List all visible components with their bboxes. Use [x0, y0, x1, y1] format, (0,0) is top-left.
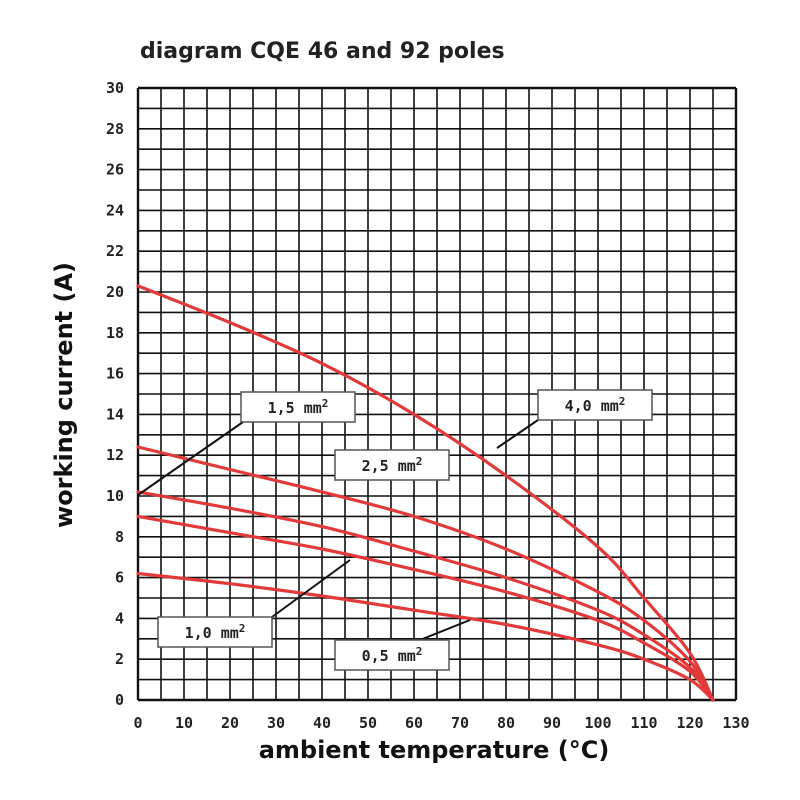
x-tick-label: 130 [722, 714, 749, 732]
label-box-2-5-mm [334, 449, 450, 481]
leader-line-4-0-mm [496, 419, 539, 449]
chart-title: diagram CQE 46 and 92 poles [140, 39, 505, 64]
leader-line-0-5-mm [419, 619, 471, 641]
y-tick-label: 18 [106, 324, 124, 342]
x-tick-label: 90 [543, 714, 561, 732]
y-tick-label: 20 [106, 283, 124, 301]
y-tick-label: 26 [106, 161, 124, 179]
label-box-1-5-mm [240, 391, 356, 423]
series-line-1-0-mm [136, 514, 715, 702]
x-tick-label: 120 [676, 714, 703, 732]
leader-line-1-0-mm [271, 559, 351, 618]
x-tick-labels: 0 10 20 30 40 50 60 70 80 90 100 110 120 130 [133, 714, 749, 732]
x-tick-label: 80 [497, 714, 515, 732]
x-tick-label: 40 [313, 714, 331, 732]
y-tick-label: 2 [115, 650, 124, 668]
x-tick-label: 20 [221, 714, 239, 732]
y-tick-label: 22 [106, 242, 124, 260]
x-tick-label: 60 [405, 714, 423, 732]
series-line-4-0-mm [136, 284, 715, 702]
y-tick-label: 12 [106, 446, 124, 464]
series-line-0-5-mm [136, 571, 715, 702]
label-box-1-0-mm [157, 616, 273, 648]
y-tick-label: 10 [106, 487, 124, 505]
series-label-1-5-mm: 1,5 mm2 [268, 397, 329, 417]
series-label-0-5-mm: 0,5 mm2 [362, 645, 423, 665]
y-tick-label: 30 [106, 79, 124, 97]
y-tick-label: 0 [115, 691, 124, 709]
series-label-1-0-mm: 1,0 mm2 [185, 622, 246, 642]
label-box-0-5-mm [334, 639, 450, 671]
x-tick-label: 110 [630, 714, 657, 732]
leader-lines [137, 419, 539, 641]
leader-line-1-5-mm [137, 421, 244, 496]
y-tick-label: 14 [106, 405, 124, 423]
y-tick-label: 6 [115, 569, 124, 587]
x-tick-label: 70 [451, 714, 469, 732]
label-box-4-0-mm [537, 389, 653, 421]
x-tick-label: 100 [584, 714, 611, 732]
series-label-4-0-mm: 4,0 mm2 [565, 395, 626, 415]
y-tick-label: 4 [115, 609, 124, 627]
y-tick-label: 8 [115, 528, 124, 546]
x-tick-label: 10 [175, 714, 193, 732]
x-axis-title: ambient temperature (°C) [259, 736, 610, 764]
series-line-2-5-mm [136, 445, 715, 702]
y-tick-label: 24 [106, 201, 124, 219]
x-tick-label: 30 [267, 714, 285, 732]
series-labels: 1,5 mm2 2,5 mm2 4,0 mm2 1,0 mm2 0,5 mm2 [157, 389, 653, 671]
x-tick-label: 0 [133, 714, 142, 732]
curves [136, 284, 715, 702]
series-line-1-5-mm [136, 490, 715, 702]
y-axis-title: working current (A) [50, 262, 78, 528]
y-tick-label: 16 [106, 365, 124, 383]
series-label-2-5-mm: 2,5 mm2 [362, 455, 423, 475]
x-tick-label: 50 [359, 714, 377, 732]
y-tick-label: 28 [106, 120, 124, 138]
